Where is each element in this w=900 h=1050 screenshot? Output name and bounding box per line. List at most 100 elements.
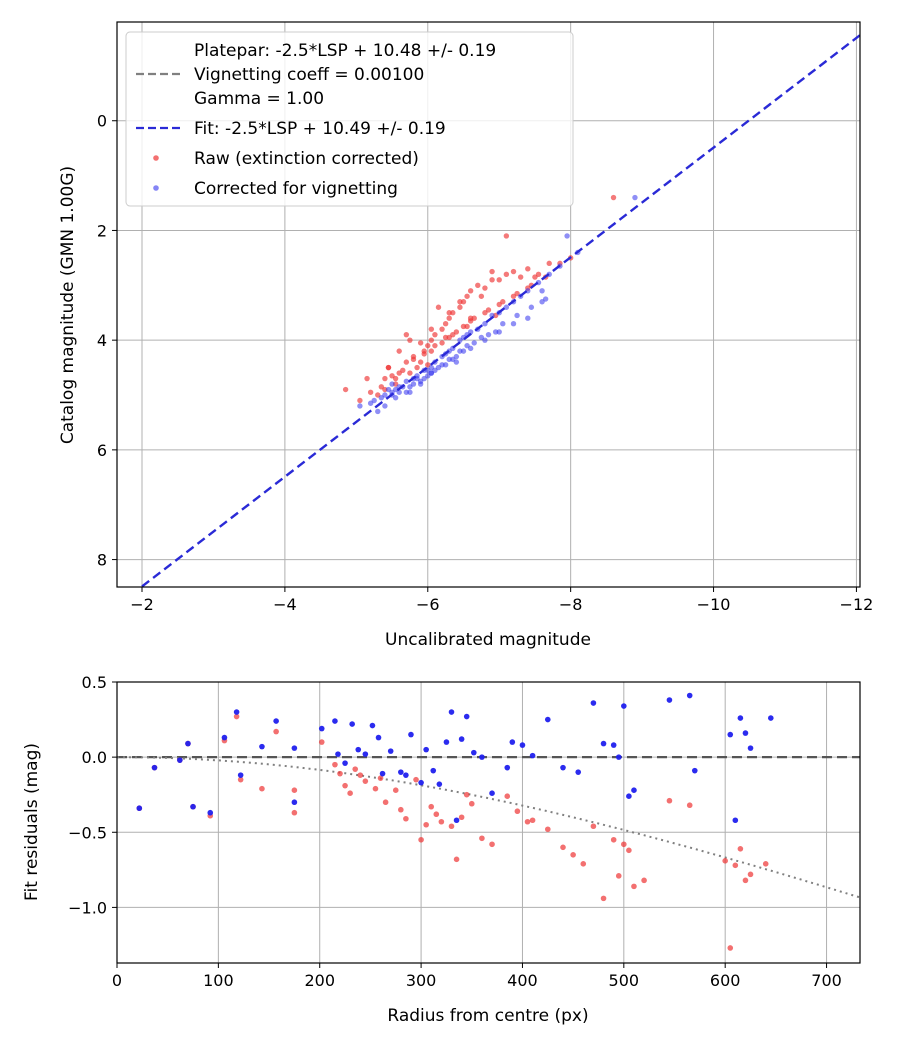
raw-point xyxy=(525,266,531,272)
x-tick-label: −8 xyxy=(559,595,583,614)
raw-point xyxy=(428,337,435,343)
raw-residual-point xyxy=(615,873,622,879)
raw-residual-point xyxy=(342,782,348,789)
raw-point xyxy=(532,274,538,280)
corrected-residual-point xyxy=(489,790,495,796)
corrected-point xyxy=(446,356,452,363)
raw-point xyxy=(428,348,435,354)
corrected-point xyxy=(453,359,460,365)
raw-point xyxy=(489,277,495,283)
raw-point xyxy=(403,359,410,365)
corrected-residual-point xyxy=(379,770,386,777)
corrected-residual-point xyxy=(626,793,632,800)
corrected-residual-point xyxy=(430,767,437,774)
raw-point xyxy=(464,293,470,299)
corrected-residual-point xyxy=(237,772,244,778)
corrected-point xyxy=(564,233,570,239)
corrected-point xyxy=(357,403,363,409)
top-axes-frame xyxy=(116,21,861,588)
corrected-residual-point xyxy=(349,721,355,727)
corrected-residual-point xyxy=(387,748,394,754)
bottom-axes-frame xyxy=(116,681,861,964)
corrected-residual-point xyxy=(737,715,744,721)
raw-residual-point xyxy=(641,877,647,884)
raw-residual-point xyxy=(362,778,369,784)
raw-point xyxy=(414,364,420,371)
bottom-plot-area xyxy=(117,692,860,951)
raw-point xyxy=(446,334,452,341)
corrected-point xyxy=(375,408,381,415)
corrected-residual-point xyxy=(453,817,460,824)
corrected-point xyxy=(382,403,388,409)
corrected-residual-point xyxy=(291,799,298,806)
legend-raw-label: Raw (extinction corrected) xyxy=(194,149,419,169)
legend-raw-swatch xyxy=(153,155,159,161)
raw-point xyxy=(467,315,474,321)
raw-point xyxy=(410,356,417,363)
raw-point xyxy=(457,299,463,305)
corrected-residual-point xyxy=(691,767,698,774)
raw-residual-point xyxy=(428,803,435,810)
corrected-point xyxy=(403,378,410,384)
corrected-residual-point xyxy=(342,760,348,766)
x-tick-label: 0 xyxy=(112,971,122,990)
corrected-point xyxy=(510,320,517,327)
bottom-y-axis-label: Fit residuals (mag) xyxy=(22,743,42,901)
raw-point xyxy=(421,351,427,357)
raw-residual-point xyxy=(357,772,364,778)
raw-residual-point xyxy=(479,835,485,842)
corrected-residual-point xyxy=(519,742,526,748)
corrected-residual-point xyxy=(207,809,214,816)
raw-residual-point xyxy=(382,799,389,806)
raw-residual-point xyxy=(504,793,511,800)
corrected-residual-point xyxy=(590,700,597,706)
raw-residual-point xyxy=(448,823,455,830)
x-tick-label: 400 xyxy=(507,971,538,990)
raw-residual-point xyxy=(291,809,298,816)
raw-residual-point xyxy=(458,814,465,821)
y-tick-label: 4 xyxy=(97,331,107,350)
corrected-point xyxy=(389,381,395,387)
raw-residual-point xyxy=(332,761,338,768)
raw-residual-point xyxy=(413,776,419,783)
x-tick-label: −6 xyxy=(416,595,440,614)
raw-residual-point xyxy=(377,775,384,781)
corrected-residual-point xyxy=(448,709,455,715)
corrected-residual-point xyxy=(259,743,265,750)
x-tick-label: 100 xyxy=(203,971,234,990)
corrected-residual-point xyxy=(621,703,627,709)
corrected-residual-point xyxy=(369,722,376,729)
corrected-point xyxy=(500,320,506,327)
raw-point xyxy=(510,293,517,299)
raw-point xyxy=(464,323,470,330)
corrected-point xyxy=(539,299,545,305)
top-chart: −2 −4 −6 −8 −10 −12 0 2 4 6 8 Uncalibrated magnitu… xyxy=(58,21,873,650)
legend-corrected-swatch xyxy=(153,185,159,191)
y-tick-label: 8 xyxy=(97,551,107,570)
corrected-residual-point xyxy=(221,734,228,741)
raw-residual-point xyxy=(453,856,460,863)
raw-point xyxy=(517,274,524,280)
raw-residual-point xyxy=(398,806,404,813)
raw-residual-point xyxy=(433,811,440,818)
corrected-residual-point xyxy=(318,725,325,732)
top-plot-area xyxy=(141,34,860,587)
raw-residual-point xyxy=(337,770,343,777)
raw-point xyxy=(610,194,617,201)
raw-point xyxy=(417,359,424,365)
corrected-point xyxy=(492,329,499,335)
corrected-residual-point xyxy=(732,817,739,824)
corrected-residual-point xyxy=(747,745,754,751)
corrected-residual-point xyxy=(575,769,582,775)
legend-platepar-line-1: Platepar: -2.5*LSP + 10.48 +/- 0.19 xyxy=(194,41,496,61)
corrected-residual-point xyxy=(479,754,485,760)
bottom-x-axis-label: Radius from centre (px) xyxy=(387,1006,588,1026)
corrected-point xyxy=(525,315,531,321)
top-ticks: −2 −4 −6 −8 −10 −12 0 2 4 6 8 xyxy=(97,112,873,614)
raw-residual-point xyxy=(237,776,244,783)
bottom-grid xyxy=(116,681,860,963)
raw-point xyxy=(489,268,495,275)
raw-residual-point xyxy=(666,797,673,804)
legend-corrected-label: Corrected for vignetting xyxy=(194,179,398,199)
corrected-residual-point xyxy=(136,805,143,812)
